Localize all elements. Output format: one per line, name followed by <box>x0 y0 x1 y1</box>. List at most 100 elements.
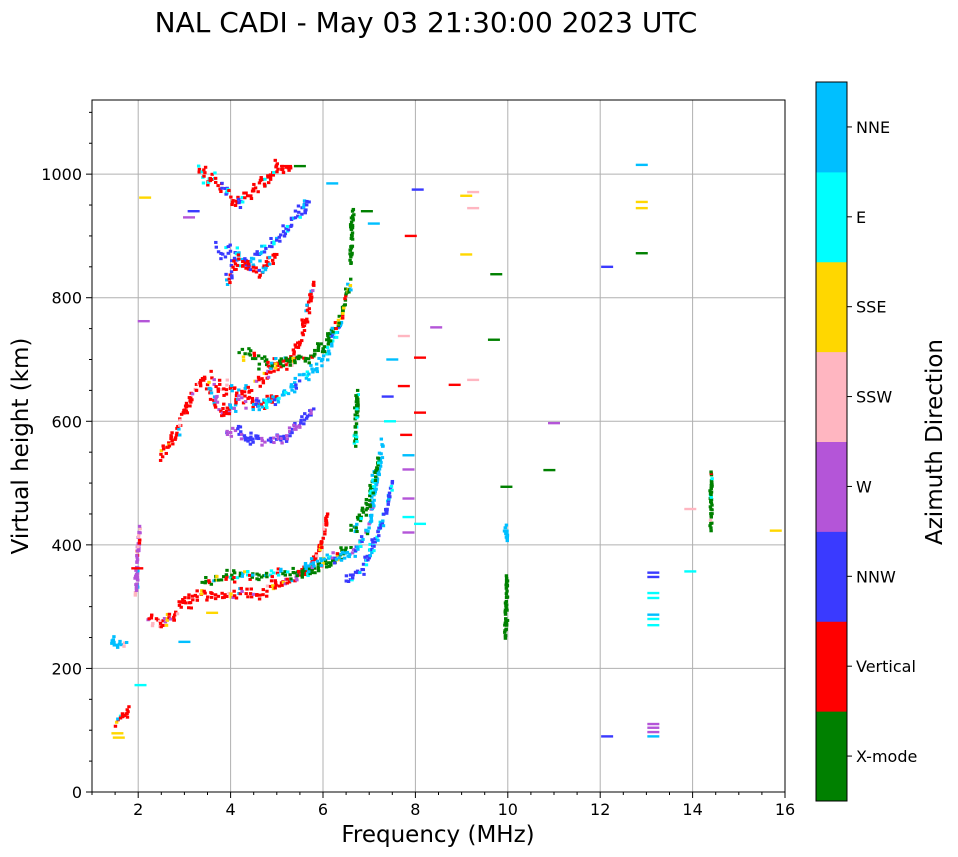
data-point <box>134 568 138 572</box>
data-point <box>324 562 329 566</box>
data-point <box>325 512 330 516</box>
data-point <box>199 592 204 596</box>
data-point <box>259 403 264 407</box>
data-point <box>111 732 124 735</box>
data-point <box>286 228 291 232</box>
data-point <box>241 401 246 405</box>
data-point <box>262 250 267 254</box>
data-point <box>135 578 140 582</box>
data-point <box>301 205 306 209</box>
data-point <box>247 347 251 351</box>
data-point <box>177 603 182 607</box>
data-point <box>370 507 375 511</box>
data-point <box>322 523 326 527</box>
data-point <box>290 431 294 435</box>
data-point <box>260 250 264 254</box>
data-point <box>181 598 185 602</box>
data-point <box>202 174 206 178</box>
data-point <box>231 199 235 203</box>
data-point <box>467 190 480 194</box>
data-point <box>295 574 299 578</box>
data-point <box>503 636 508 640</box>
data-point <box>320 540 324 544</box>
data-point <box>383 420 396 423</box>
data-point <box>291 216 296 220</box>
data-point <box>134 585 139 589</box>
data-point <box>709 493 713 497</box>
data-point <box>312 407 316 411</box>
data-point <box>171 442 175 446</box>
data-point <box>257 181 262 185</box>
data-point <box>276 361 280 365</box>
data-point <box>204 387 209 391</box>
data-point <box>178 600 183 604</box>
data-point <box>354 422 359 426</box>
data-point <box>278 239 282 243</box>
data-point <box>290 388 294 392</box>
data-point <box>157 619 162 623</box>
data-point <box>364 528 368 532</box>
data-point <box>228 249 233 253</box>
data-point <box>262 371 267 375</box>
data-point <box>203 377 207 381</box>
data-point <box>165 618 169 622</box>
data-point <box>160 455 165 459</box>
data-point <box>158 458 163 462</box>
data-point <box>249 431 253 435</box>
data-point <box>135 558 140 562</box>
data-point <box>230 276 234 280</box>
data-point <box>215 400 220 404</box>
data-point <box>326 182 339 185</box>
data-point <box>288 166 293 170</box>
x-tick-label: 8 <box>410 800 420 819</box>
data-point <box>319 544 323 548</box>
data-point <box>376 461 381 465</box>
data-point <box>402 454 415 457</box>
data-point <box>297 423 302 427</box>
data-point <box>376 538 380 542</box>
data-point <box>504 628 508 632</box>
colorbar-segment <box>816 711 847 802</box>
data-point <box>260 439 265 443</box>
data-point <box>234 409 238 413</box>
data-point <box>229 195 233 199</box>
data-point <box>191 598 195 602</box>
data-point <box>229 263 234 267</box>
data-point <box>221 575 226 579</box>
data-point <box>505 603 509 607</box>
data-point <box>295 578 299 582</box>
data-point <box>387 491 392 495</box>
data-point <box>261 588 265 592</box>
data-point <box>283 232 288 236</box>
data-point <box>227 409 232 413</box>
data-point <box>647 623 660 627</box>
data-point <box>285 577 289 581</box>
data-point <box>225 378 230 382</box>
data-point <box>188 404 192 408</box>
data-point <box>343 303 347 307</box>
data-point <box>238 571 243 575</box>
data-point <box>173 437 177 441</box>
data-point <box>237 351 241 355</box>
data-point <box>505 579 510 583</box>
data-point <box>270 245 274 249</box>
data-point <box>375 477 380 481</box>
data-point <box>312 280 316 284</box>
data-point <box>218 382 222 386</box>
data-point <box>237 251 241 255</box>
data-point <box>364 508 368 512</box>
data-point <box>279 233 283 237</box>
data-point <box>297 373 302 377</box>
data-point <box>360 540 364 544</box>
data-point <box>230 200 235 204</box>
data-point <box>159 452 163 456</box>
data-point <box>224 272 228 276</box>
data-point <box>377 471 381 475</box>
data-point <box>296 345 301 349</box>
y-tick-label: 400 <box>51 536 82 555</box>
data-point <box>268 584 273 588</box>
data-point <box>353 417 357 421</box>
data-point <box>306 574 310 578</box>
data-point <box>279 365 283 369</box>
